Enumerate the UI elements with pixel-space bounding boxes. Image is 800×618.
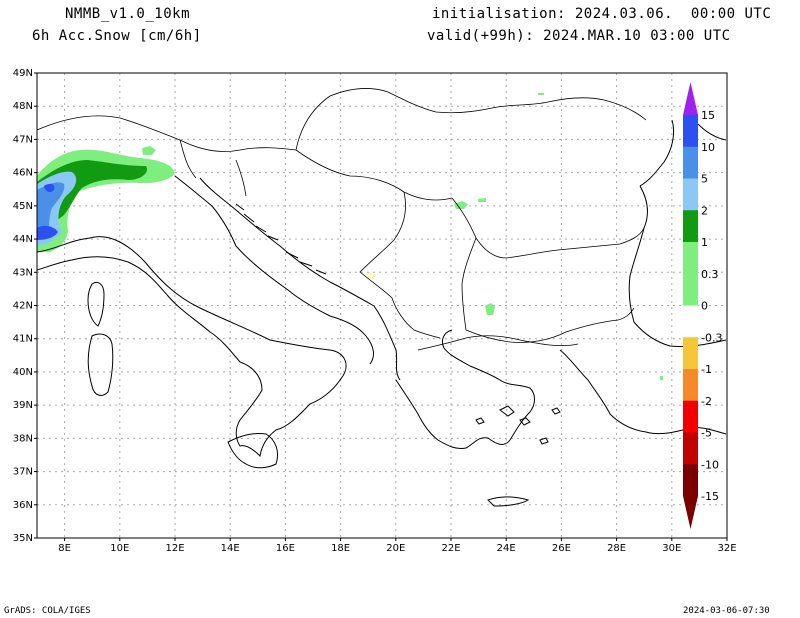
colorbar-label: 5	[701, 173, 708, 186]
islands-aegean	[475, 405, 561, 445]
model-title: NMMB_v1.0_10km	[65, 6, 191, 22]
snow-small-patch	[538, 93, 663, 380]
lon-label: 12E	[165, 543, 184, 554]
lat-label: 49N	[13, 68, 33, 79]
footer-credit: GrADS: COLA/IGES	[4, 606, 91, 616]
alpine-border	[36, 115, 297, 152]
snow-melt-patch	[366, 272, 376, 279]
colorbar-segment	[683, 337, 698, 370]
colorbar-label: 0	[701, 300, 708, 313]
colorbar-segment	[683, 369, 698, 402]
lat-label: 46N	[13, 168, 33, 179]
lon-label: 18E	[331, 543, 350, 554]
snow-carpathian-patch	[454, 198, 486, 209]
lat-label: 35N	[13, 533, 33, 544]
lat-label: 41N	[13, 334, 33, 345]
grid-lines	[37, 73, 727, 538]
lon-label: 26E	[552, 543, 571, 554]
valid-time: valid(+99h): 2024.MAR.10 03:00 UTC	[427, 28, 731, 44]
colorbar-segment	[683, 115, 698, 148]
lat-label: 40N	[13, 367, 33, 378]
lat-label: 45N	[13, 201, 33, 212]
lon-label: 16E	[276, 543, 295, 554]
carpathian-border	[295, 88, 647, 151]
colorbar-top-arrow	[683, 82, 698, 115]
colorbar-segment	[683, 242, 698, 275]
lon-label: 32E	[717, 543, 736, 554]
colorbar-segment	[683, 400, 698, 433]
colorbar-bottom-arrow	[683, 496, 698, 529]
snow-alps-10	[37, 182, 65, 240]
corsica	[87, 281, 105, 327]
colorbar-segment	[683, 210, 698, 243]
latitude-labels: 49N 48N 47N 46N 45N 44N 43N 42N 41N 40N 39N 38N 37N 3…	[13, 68, 37, 544]
lon-label: 20E	[386, 543, 405, 554]
balkan-border	[461, 237, 635, 343]
snow-fields	[37, 93, 663, 380]
colorbar-label: -5	[701, 427, 712, 440]
adriatic-coast	[199, 177, 401, 381]
init-time: initialisation: 2024.03.06. 00:00 UTC	[432, 6, 772, 22]
lon-label: 10E	[110, 543, 129, 554]
lon-label: 22E	[441, 543, 460, 554]
lat-label: 44N	[13, 234, 33, 245]
lat-label: 47N	[13, 134, 33, 145]
lat-label: 38N	[13, 433, 33, 444]
black-sea-north	[639, 119, 727, 187]
snow-alps-15	[37, 183, 58, 240]
colorbar-label: 1	[701, 236, 708, 249]
colorbar-label: 2	[701, 204, 708, 217]
colorbar-label: 0.3	[701, 268, 719, 281]
field-title: 6h Acc.Snow [cm/6h]	[32, 28, 202, 44]
sicily	[227, 433, 279, 469]
colorbar-segment	[683, 273, 698, 306]
yugoslav-border	[359, 191, 441, 339]
lon-label: 30E	[662, 543, 681, 554]
cyprus-crete	[487, 496, 530, 507]
colorbar-label: -2	[701, 395, 712, 408]
greece-north-border	[417, 335, 579, 351]
sardinia	[87, 333, 114, 396]
color-legend: 15 10 5 2 1 0.3 0 -0.3 -1 -2 -5 -10 -15	[683, 82, 722, 529]
lat-label: 37N	[13, 467, 33, 478]
black-sea-west	[628, 185, 727, 347]
lat-label: 43N	[13, 267, 33, 278]
colorbar-segment	[683, 146, 698, 179]
lon-label: 24E	[497, 543, 516, 554]
colorbar-label: -15	[701, 490, 719, 503]
colorbar-label: 10	[701, 141, 715, 154]
colorbar-segment	[683, 464, 698, 497]
colorbar-segment	[683, 305, 698, 338]
austria-hungary-border	[295, 149, 453, 201]
colorbar-segment	[683, 432, 698, 465]
borders	[36, 88, 647, 351]
lat-label: 42N	[13, 301, 33, 312]
lon-label: 8E	[58, 543, 71, 554]
coastlines	[36, 119, 727, 507]
lon-label: 28E	[607, 543, 626, 554]
dalmatian-islands	[235, 203, 327, 275]
longitude-labels: 8E 10E 12E 14E 16E 18E 20E 22E 24E 26E 28E 30E 32E	[58, 538, 737, 554]
lon-label: 14E	[221, 543, 240, 554]
lat-label: 39N	[13, 400, 33, 411]
italy-east-coast	[174, 175, 374, 365]
misc-border-a	[179, 139, 247, 197]
greece-coast	[395, 329, 535, 449]
colorbar-label: -10	[701, 458, 719, 471]
lat-label: 48N	[13, 101, 33, 112]
romania-border	[451, 197, 645, 259]
colorbar-label: 15	[701, 109, 715, 122]
colorbar-label: -1	[701, 363, 712, 376]
lat-label: 36N	[13, 500, 33, 511]
colorbar-segment	[683, 178, 698, 211]
colorbar-label: -0.3	[701, 331, 722, 344]
snow-apennine-patch	[142, 146, 156, 155]
footer-timestamp: 2024-03-06-07:30	[683, 606, 770, 616]
snow-balkan-patch	[485, 303, 495, 315]
italy-coast	[36, 236, 347, 458]
